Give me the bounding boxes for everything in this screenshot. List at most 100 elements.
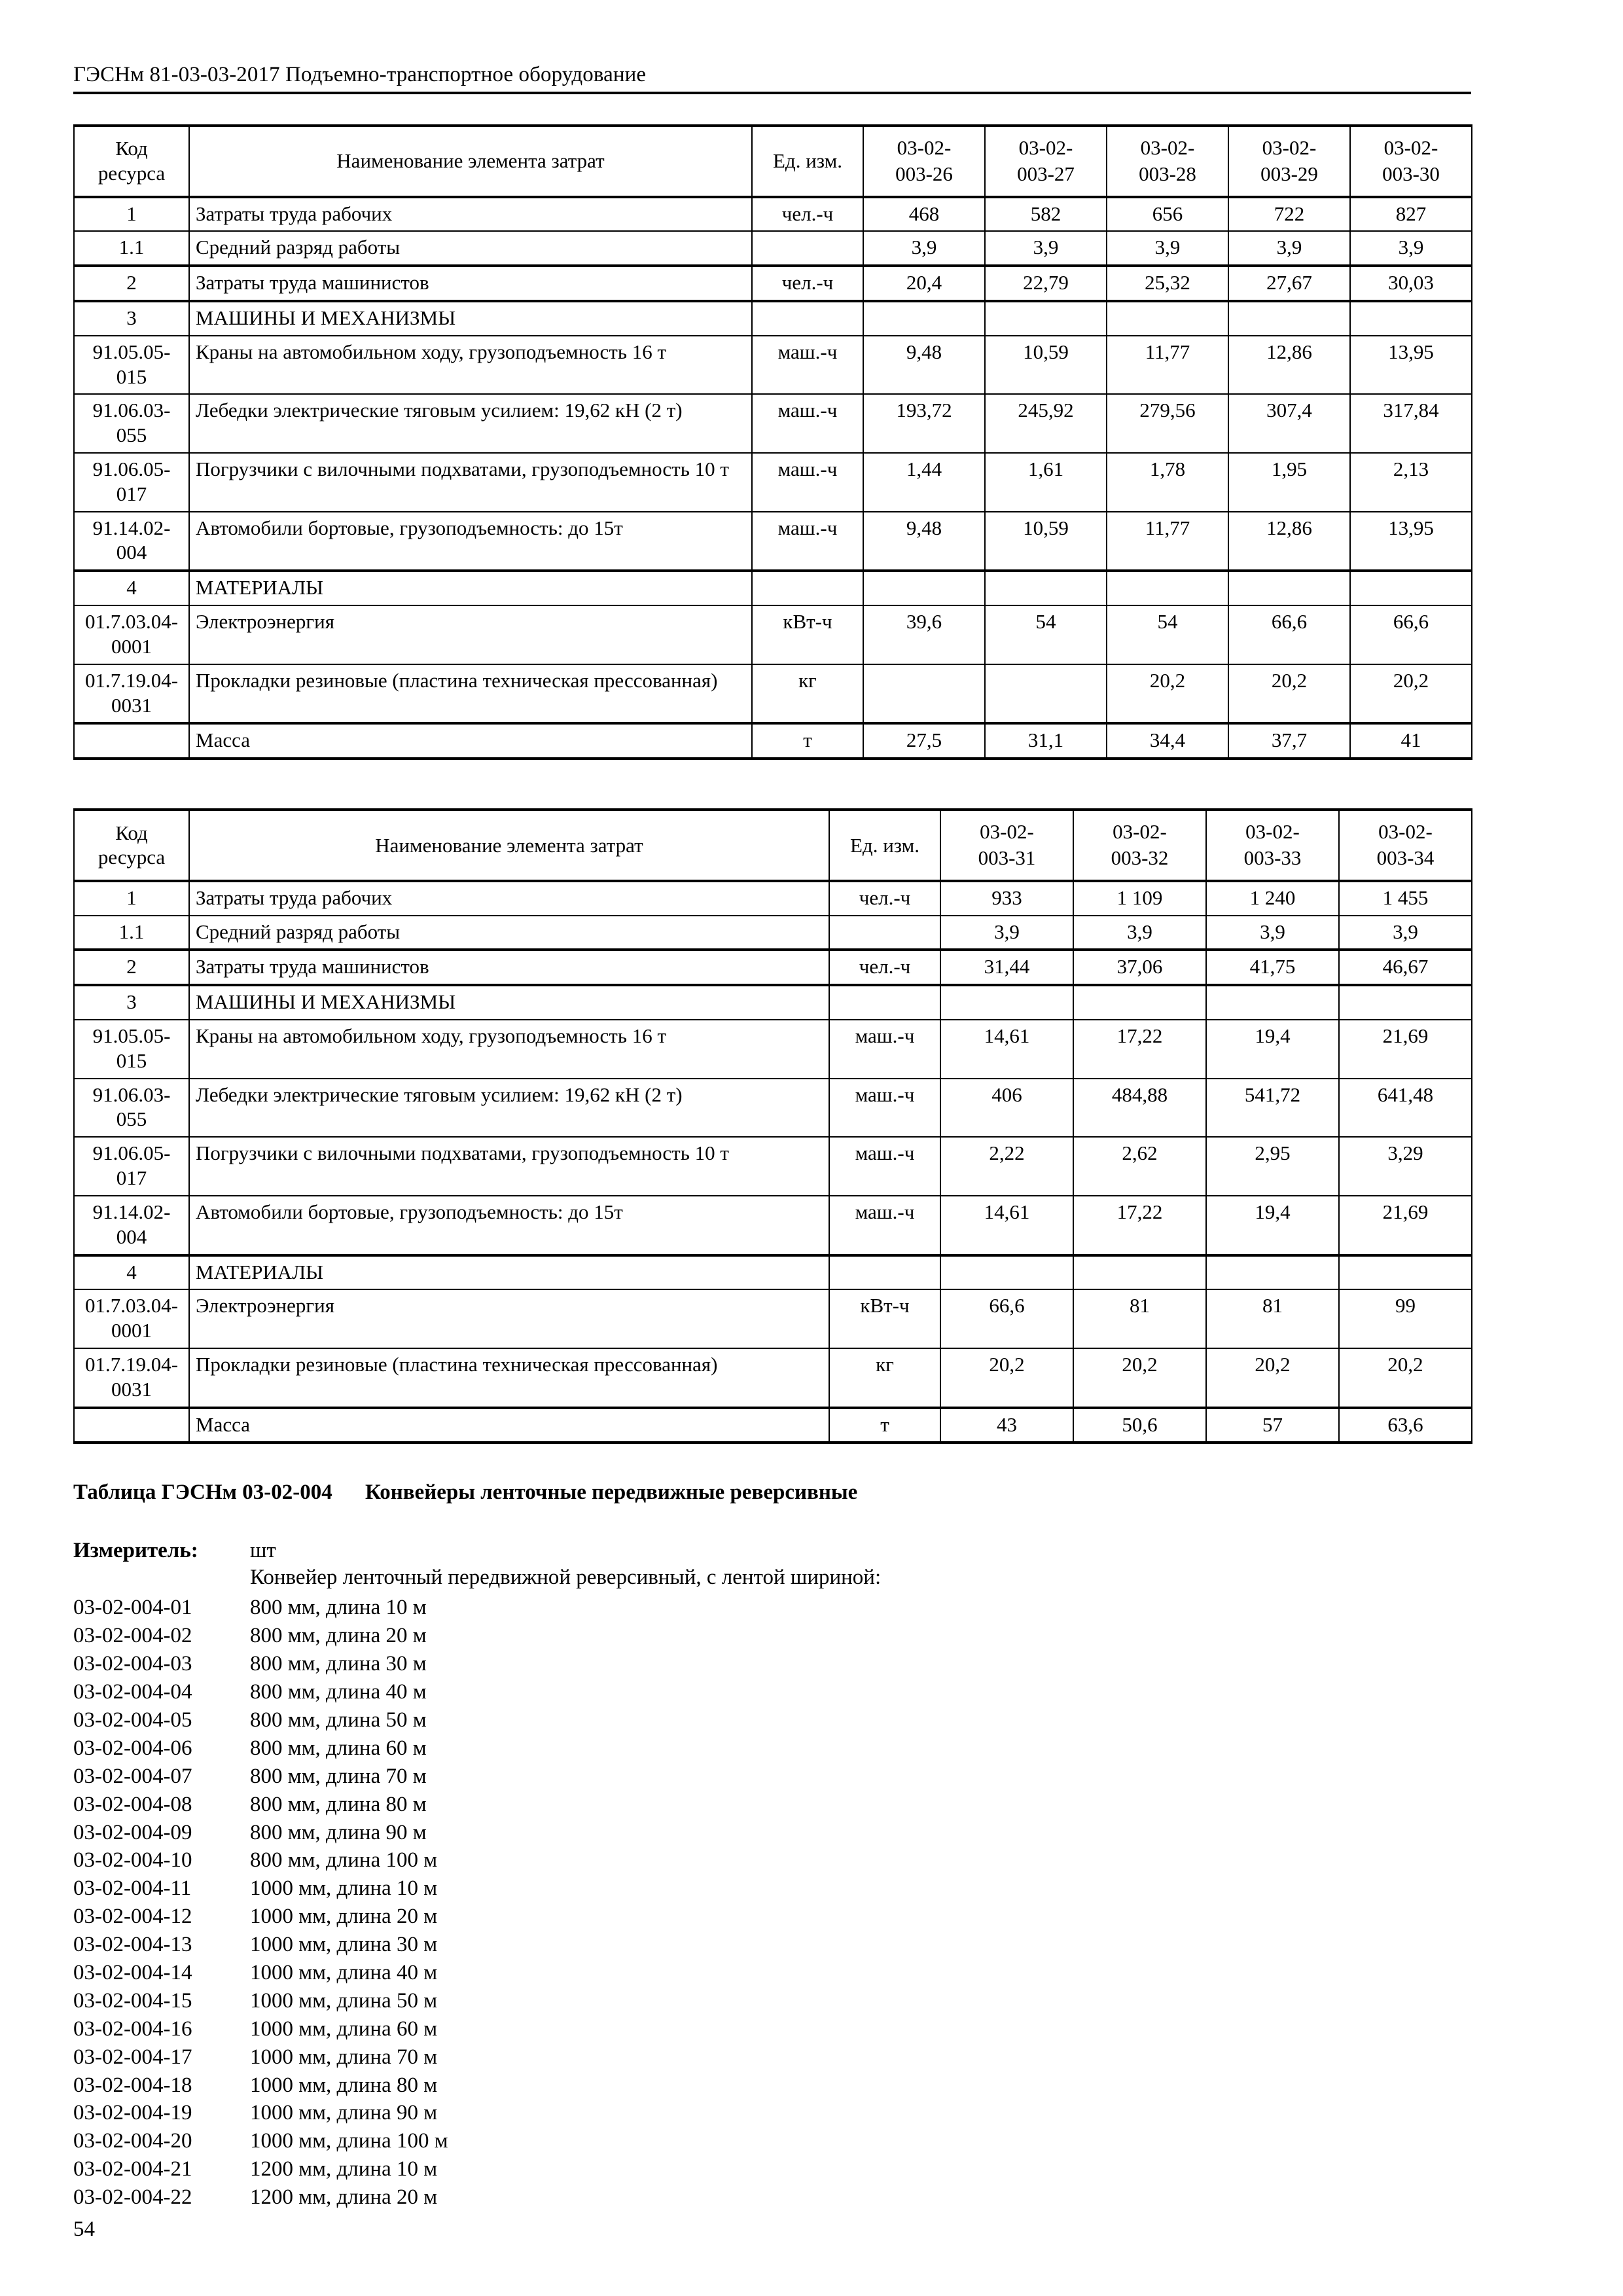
cell-value-1 xyxy=(940,1253,1074,1291)
estimate-code-header-4: 03-02- 003-29 xyxy=(1228,124,1351,198)
item-description: 800 мм, длина 30 м xyxy=(250,1652,427,1676)
list-item: 03-02-004-18 1000 мм, длина 80 м xyxy=(73,2072,1471,2100)
code-line2: 003-30 xyxy=(1382,162,1440,186)
item-code: 03-02-004-07 xyxy=(73,1764,192,1788)
item-code: 03-02-004-02 xyxy=(73,1624,192,1648)
cell-resource-code: 01.7.03.04-0001 xyxy=(73,1289,190,1349)
cell-value-4 xyxy=(1338,1253,1472,1291)
cell-value-3: 41,75 xyxy=(1205,948,1340,986)
cell-value-5: 41 xyxy=(1349,722,1472,761)
cell-value-1: 193,72 xyxy=(863,393,986,454)
cell-value-1 xyxy=(940,984,1074,1020)
code-line1: 03-02- xyxy=(1018,135,1073,159)
cell-value-5: 66,6 xyxy=(1349,605,1472,665)
cell-unit: маш.-ч xyxy=(751,393,864,454)
cell-value-4: 46,67 xyxy=(1338,948,1472,986)
item-description: 800 мм, длина 70 м xyxy=(250,1764,427,1788)
cell-value-1: 27,5 xyxy=(863,722,986,761)
measure-value: шт xyxy=(250,1539,276,1563)
cell-cost-element-name: Масса xyxy=(188,722,753,761)
cell-value-5 xyxy=(1349,299,1472,336)
cell-value-2 xyxy=(984,569,1107,607)
item-description: 1000 мм, длина 70 м xyxy=(250,2045,438,2069)
code-line2: 003-29 xyxy=(1260,162,1318,186)
list-item: 03-02-004-06 800 мм, длина 60 м xyxy=(73,1734,1471,1763)
estimate-code-header-1: 03-02- 003-26 xyxy=(863,124,986,198)
estimate-code-header-1: 03-02- 003-31 xyxy=(940,808,1074,882)
code-line2: 003-28 xyxy=(1139,162,1196,186)
cell-value-2: 245,92 xyxy=(984,393,1107,454)
item-description: 1000 мм, длина 10 м xyxy=(250,1876,438,1901)
table-row: 91.06.03-055 Лебедки электрические тяговы… xyxy=(73,393,1472,454)
list-item: 03-02-004-01 800 мм, длина 10 м xyxy=(73,1594,1471,1622)
cell-value-4: 12,86 xyxy=(1228,511,1351,572)
table-row: 91.05.05-015 Краны на автомобильном ходу,… xyxy=(73,334,1472,395)
cell-unit: т xyxy=(829,1406,941,1444)
cell-value-1: 43 xyxy=(940,1406,1074,1444)
item-description: 1000 мм, длина 20 м xyxy=(250,1905,438,1929)
list-item: 03-02-004-21 1200 мм, длина 10 м xyxy=(73,2155,1471,2183)
cell-resource-code: 91.06.03-055 xyxy=(73,1077,190,1138)
page-number: 54 xyxy=(73,2217,95,2241)
item-code: 03-02-004-20 xyxy=(73,2129,192,2153)
item-description: 800 мм, длина 60 м xyxy=(250,1736,427,1760)
table-row: 2 Затраты труда машинистов чел.-ч 20,4 22,79… xyxy=(73,264,1472,302)
table-row: 01.7.19.04-0031 Прокладки резиновые (плас… xyxy=(73,663,1472,725)
estimate-code-header-2: 03-02- 003-32 xyxy=(1073,808,1207,882)
cell-unit xyxy=(751,299,864,336)
code-line1: 03-02- xyxy=(980,820,1034,844)
cell-cost-element-name: МАТЕРИАЛЫ xyxy=(188,569,753,607)
cell-value-4: 63,6 xyxy=(1338,1406,1472,1444)
list-item: 03-02-004-04 800 мм, длина 40 м xyxy=(73,1678,1471,1706)
tables-container: Код ресурса Наименование элемента затрат Е… xyxy=(73,124,1472,1444)
cell-value-1: 14,61 xyxy=(940,1019,1074,1079)
cell-unit: маш.-ч xyxy=(751,452,864,512)
cell-value-3: 2,95 xyxy=(1205,1136,1340,1196)
cell-value-1: 933 xyxy=(940,879,1074,916)
cell-value-5 xyxy=(1349,569,1472,607)
cell-value-3: 20,2 xyxy=(1205,1347,1340,1408)
code-line2: 003-31 xyxy=(978,846,1036,870)
code-line1: 03-02- xyxy=(1140,135,1195,159)
cell-value-2: 582 xyxy=(984,195,1107,232)
cell-cost-element-name: Прокладки резиновые (пластина техническа… xyxy=(188,1347,830,1408)
cell-value-4: 1 455 xyxy=(1338,879,1472,916)
list-item: 03-02-004-15 1000 мм, длина 50 м xyxy=(73,1987,1471,2015)
code-line1: 03-02- xyxy=(1245,820,1300,844)
item-description: 1000 мм, длина 40 м xyxy=(250,1960,438,1984)
cell-resource-code xyxy=(73,722,190,761)
cell-resource-code: 91.14.02-004 xyxy=(73,511,190,572)
cell-value-2: 1,61 xyxy=(984,452,1107,512)
cell-value-1: 14,61 xyxy=(940,1194,1074,1256)
unit-header: Ед. изм. xyxy=(829,808,941,882)
item-code: 03-02-004-03 xyxy=(73,1652,192,1676)
name-header: Наименование элемента затрат xyxy=(188,124,753,198)
cell-value-3: 19,4 xyxy=(1205,1194,1340,1256)
cell-value-2: 22,79 xyxy=(984,264,1107,302)
cell-resource-code: 01.7.19.04-0031 xyxy=(73,663,190,725)
table-row: 1 Затраты труда рабочих чел.-ч 468 582 656 722… xyxy=(73,195,1472,232)
cell-value-2: 37,06 xyxy=(1073,948,1207,986)
item-code: 03-02-004-17 xyxy=(73,2045,192,2069)
code-line1: 03-02- xyxy=(1383,135,1438,159)
table-row: 3 МАШИНЫ И МЕХАНИЗМЫ xyxy=(73,299,1472,336)
cell-cost-element-name: Погрузчики с вилочными подхватами, грузо… xyxy=(188,1136,830,1196)
table-header-row: Код ресурса Наименование элемента затрат Е… xyxy=(73,808,1472,882)
cell-value-3: 20,2 xyxy=(1106,663,1229,725)
measure-row: Измеритель: шт xyxy=(73,1539,1471,1563)
cell-value-4: 99 xyxy=(1338,1289,1472,1349)
cell-value-3 xyxy=(1205,1253,1340,1291)
cell-value-3: 3,9 xyxy=(1205,914,1340,951)
cell-unit: маш.-ч xyxy=(829,1077,941,1138)
cell-value-4: 3,9 xyxy=(1228,230,1351,267)
cell-value-3: 1,78 xyxy=(1106,452,1229,512)
cell-value-3: 54 xyxy=(1106,605,1229,665)
list-item: 03-02-004-08 800 мм, длина 80 м xyxy=(73,1791,1471,1819)
cell-value-4: 3,9 xyxy=(1338,914,1472,951)
cell-cost-element-name: Автомобили бортовые, грузоподъемность: д… xyxy=(188,1194,830,1256)
item-description: 1000 мм, длина 30 м xyxy=(250,1933,438,1957)
cell-value-4: 307,4 xyxy=(1228,393,1351,454)
list-item: 03-02-004-02 800 мм, длина 20 м xyxy=(73,1622,1471,1650)
table-header-row: Код ресурса Наименование элемента затрат Е… xyxy=(73,124,1472,198)
cell-resource-code: 2 xyxy=(73,264,190,302)
